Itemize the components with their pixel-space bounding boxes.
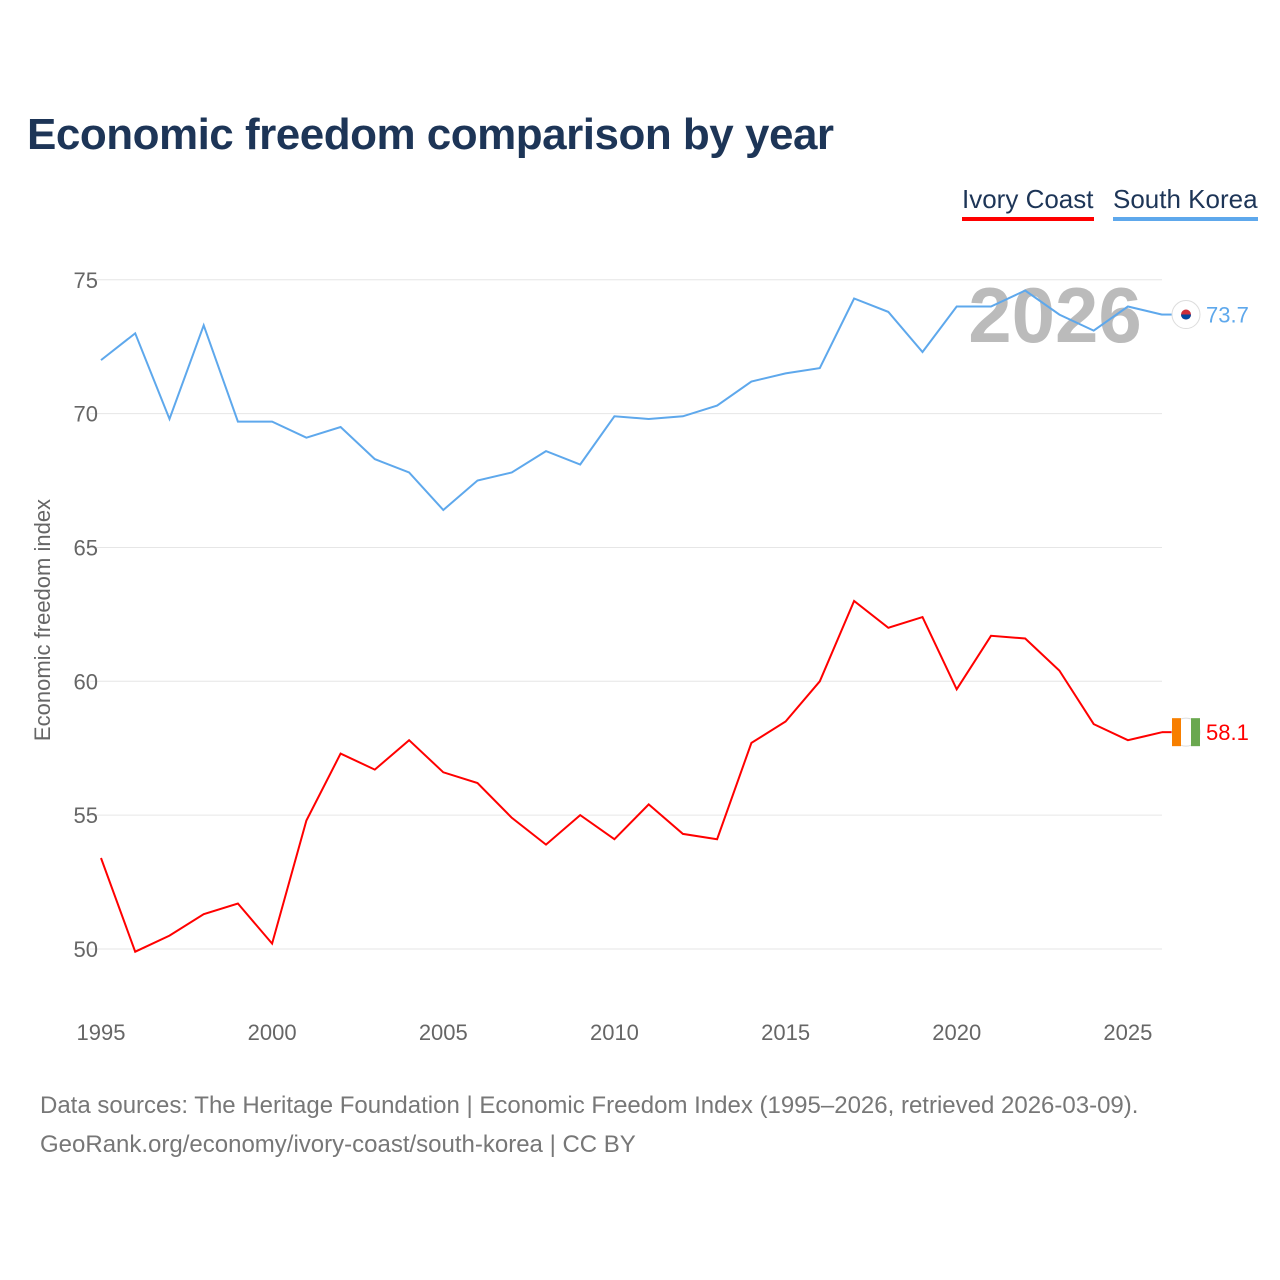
y-tick-label: 75 [74,268,98,293]
x-tick-label: 2010 [590,1020,639,1045]
source-link[interactable]: GeoRank.org/economy/ivory-coast/south-ko… [40,1131,636,1158]
y-tick-label: 60 [74,669,98,694]
x-tick-label: 2005 [419,1020,468,1045]
y-tick-label: 65 [74,535,98,560]
legend-south-korea[interactable]: South Korea [1113,184,1258,221]
x-tick-label: 2000 [248,1020,297,1045]
y-tick-label: 55 [74,803,98,828]
end-value-label: 73.7 [1206,303,1249,328]
x-tick-label: 1995 [77,1020,126,1045]
line-chart: 2026 Economic freedom index 50 55 60 65 70 75… [30,268,1249,1045]
legend-ivory-coast[interactable]: Ivory Coast [962,184,1094,221]
x-tick-label: 2020 [932,1020,981,1045]
year-watermark: 2026 [968,271,1142,359]
y-axis-label: Economic freedom index [30,499,55,741]
flag-stripe-orange [1172,718,1181,747]
end-value-label: 58.1 [1206,720,1249,745]
x-tick-label: 2025 [1103,1020,1152,1045]
y-tick-label: 70 [74,402,98,427]
flag-stripe-green [1191,718,1200,747]
y-tick-label: 50 [74,937,98,962]
source-line-1: Data sources: The Heritage Foundation | … [40,1092,1139,1119]
chart-title: Economic freedom comparison by year [27,110,834,159]
source-note: Data sources: The Heritage Foundation | … [40,1086,1138,1164]
x-tick-label: 2015 [761,1020,810,1045]
series-line-ivory-coast [100,599,1163,954]
flag-taegeuk-blue [1181,314,1191,320]
series-line-south-korea [100,289,1163,512]
